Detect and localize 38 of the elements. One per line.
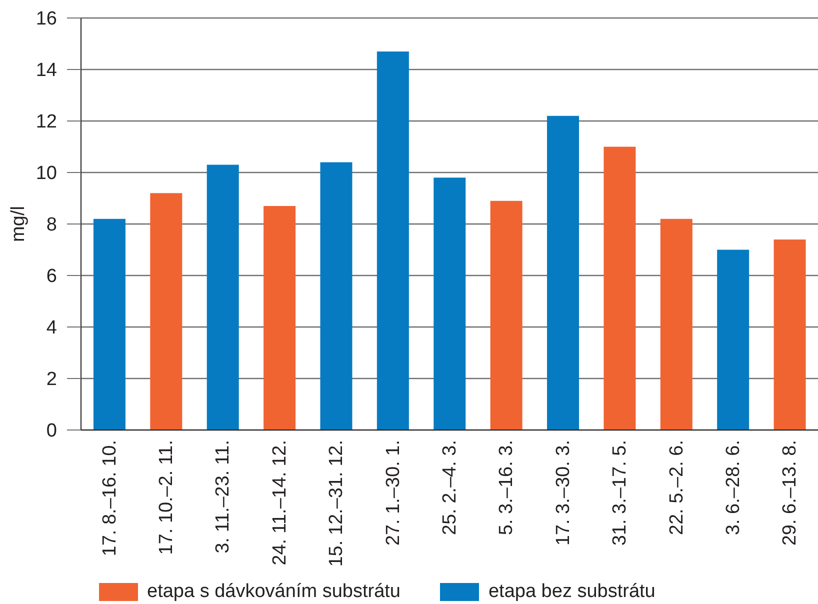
bar xyxy=(660,218,692,430)
y-tick-label: 14 xyxy=(36,60,58,82)
x-tick-label: 15. 12.–31. 12. xyxy=(326,440,347,567)
x-tick-label: 29. 6.–13. 8. xyxy=(779,440,800,546)
bar xyxy=(150,193,182,430)
y-tick-label: 10 xyxy=(36,163,57,184)
x-tick-label: 5. 3.–16. 3. xyxy=(496,440,517,536)
y-tick-label: 2 xyxy=(46,369,57,390)
y-tick-label: 16 xyxy=(36,8,57,30)
y-tick-label: 8 xyxy=(46,214,57,236)
y-tick-label: 6 xyxy=(46,266,57,288)
bar xyxy=(206,164,239,430)
x-tick-label: 31. 3.–17. 5. xyxy=(609,440,630,546)
legend-label: etapa s dávkováním substrátu xyxy=(147,581,400,603)
bar xyxy=(604,146,636,430)
x-tick-label: 27. 1.–30. 1. xyxy=(382,440,404,546)
legend-label: etapa bez substrátu xyxy=(488,581,656,603)
bar xyxy=(717,250,750,430)
y-axis-title: mg/l xyxy=(8,206,28,242)
bar xyxy=(264,206,296,430)
x-tick-label: 17. 8.–16. 10. xyxy=(98,440,120,556)
bar xyxy=(376,51,409,430)
x-tick-label: 22. 5.–2. 6. xyxy=(666,440,687,536)
y-tick-label: 0 xyxy=(46,420,57,442)
x-tick-label: 24. 11.–14. 12. xyxy=(268,440,290,566)
bar xyxy=(547,116,580,430)
bar xyxy=(434,178,466,430)
x-tick-label: 17. 10.–2. 11. xyxy=(156,440,177,555)
x-tick-label: 25. 2.–4. 3. xyxy=(439,440,460,536)
x-tick-label: 17. 3.–30. 3. xyxy=(552,440,574,546)
y-tick-label: 4 xyxy=(46,318,58,339)
bar xyxy=(320,162,352,430)
x-tick-label: 3. 6.–28. 6. xyxy=(722,440,744,536)
bar xyxy=(93,218,126,430)
x-tick-label: 3. 11.–23. 11. xyxy=(212,440,234,554)
y-tick-label: 12 xyxy=(36,112,57,133)
bar xyxy=(490,200,522,430)
bar xyxy=(774,239,806,430)
